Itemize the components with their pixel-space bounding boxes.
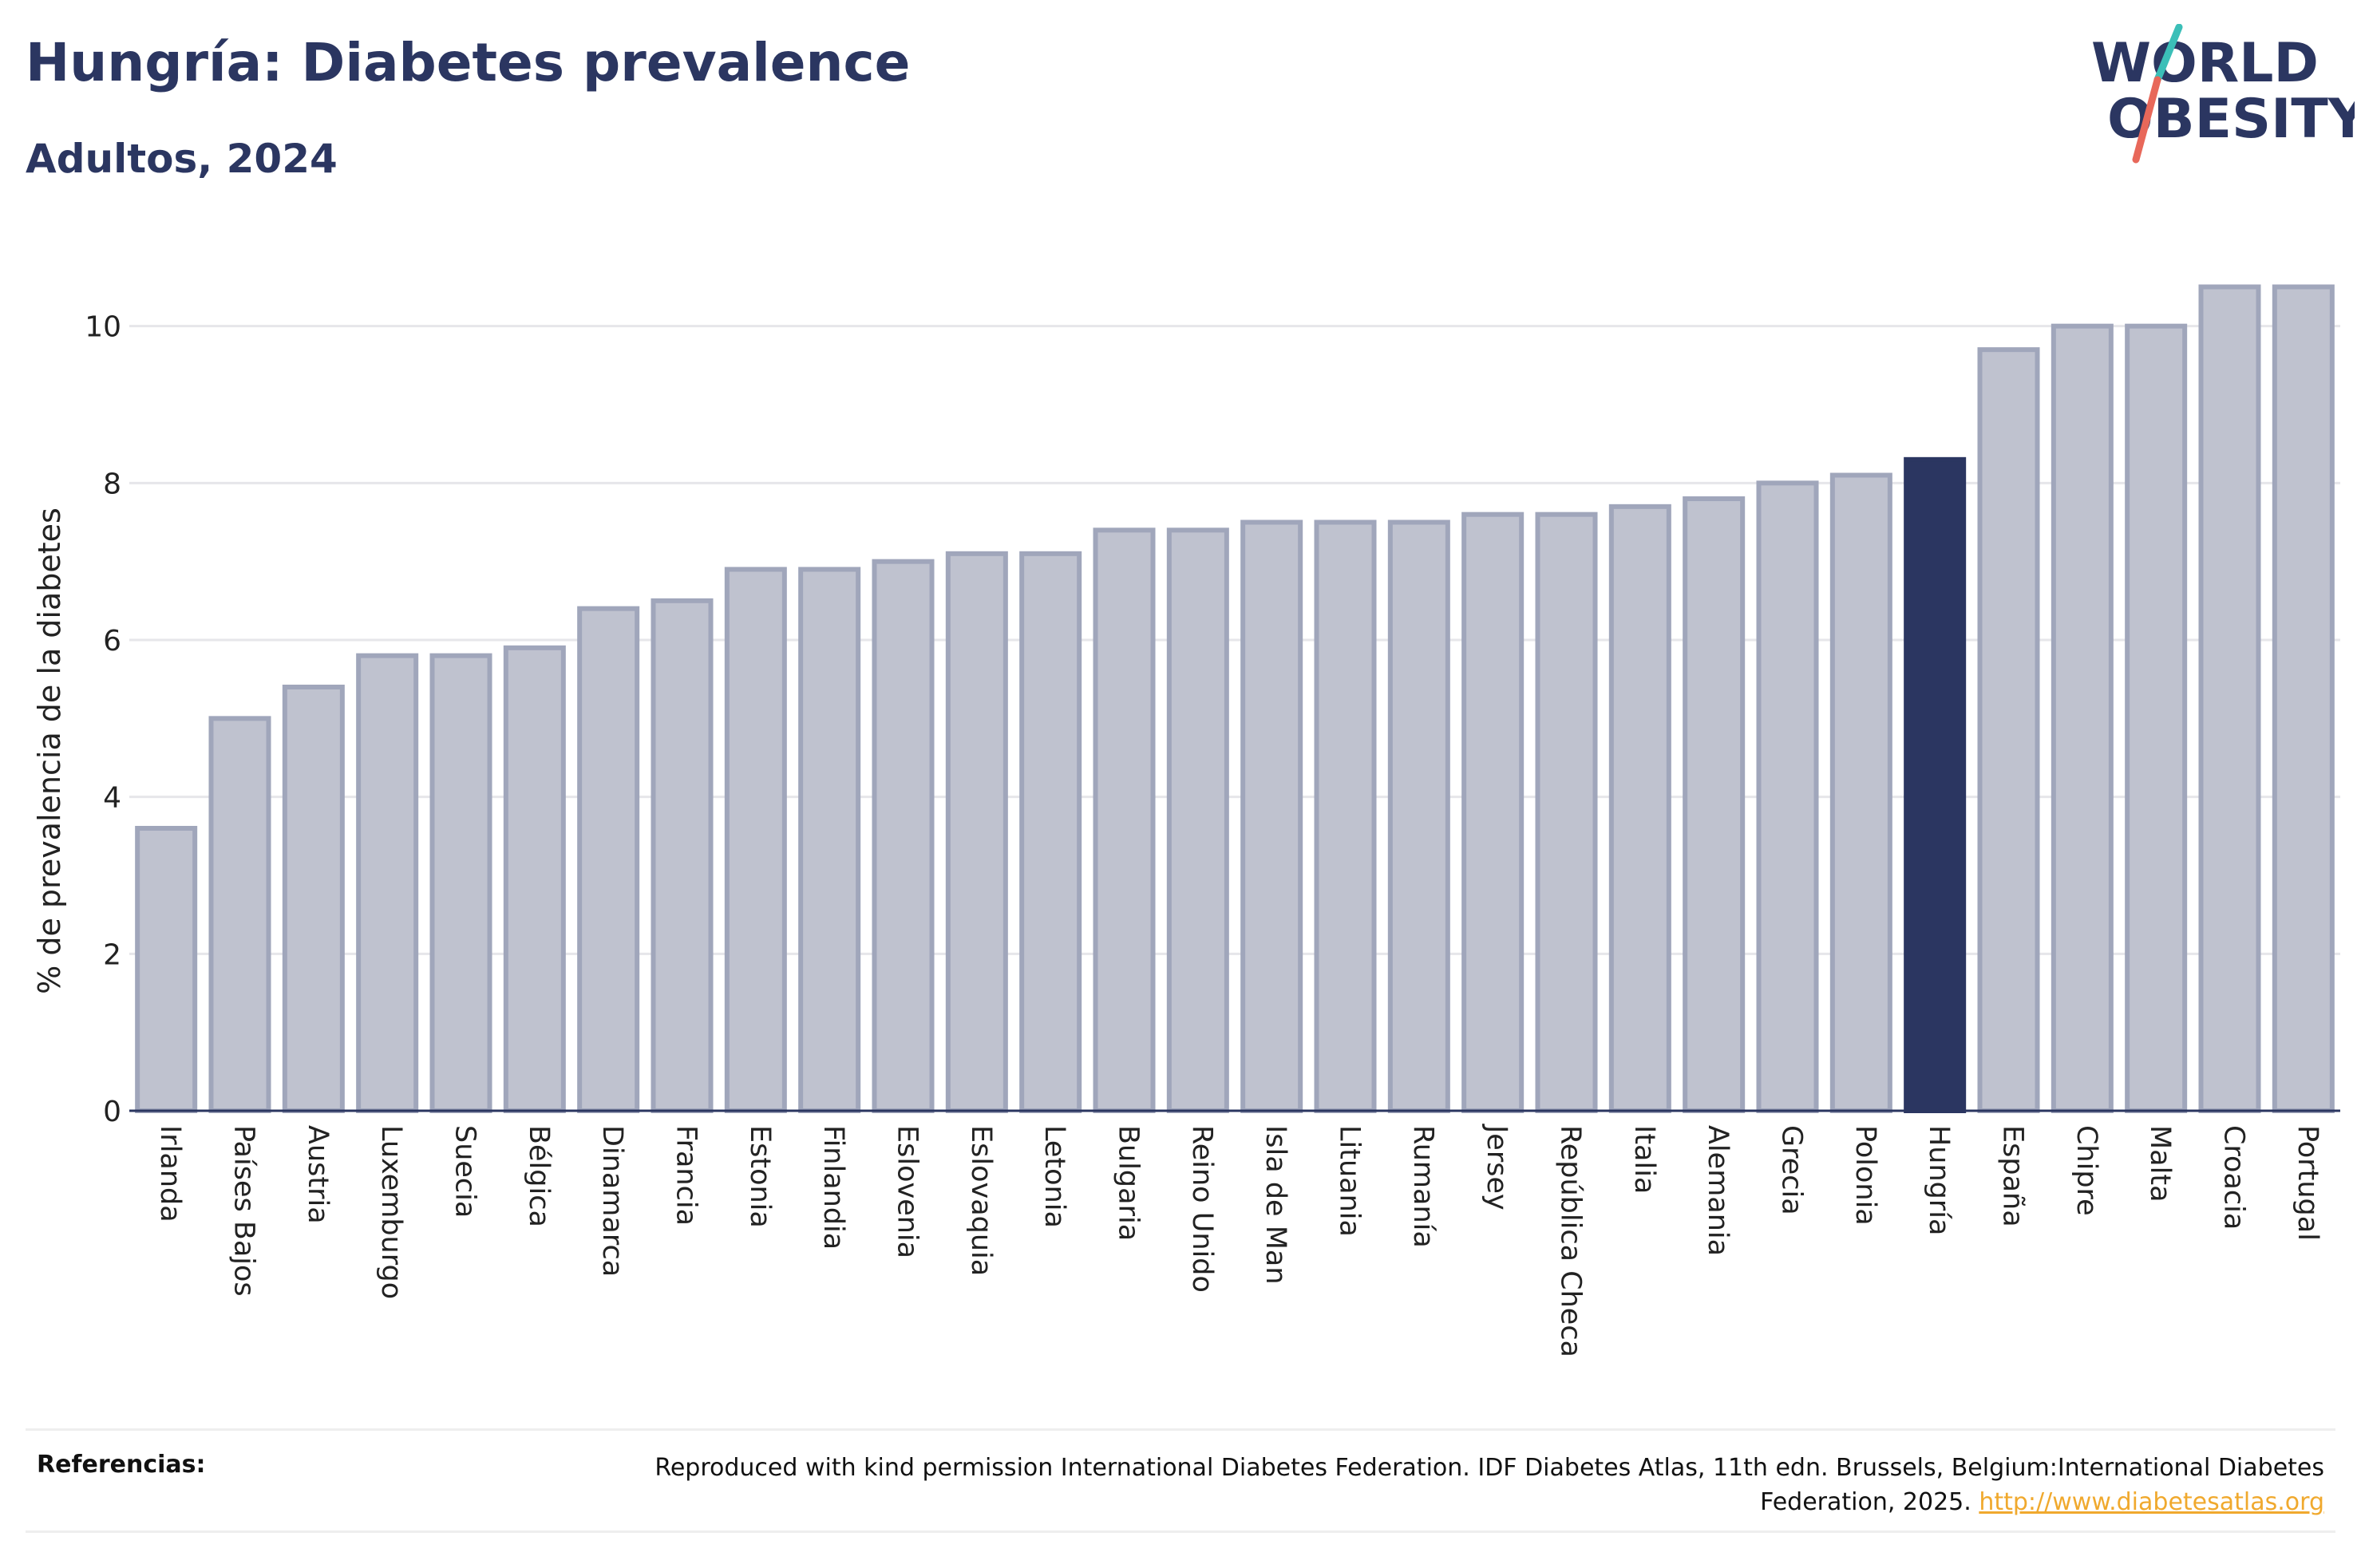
bar (1829, 472, 1892, 1113)
x-tick-label: Grecia (1776, 1125, 1808, 1215)
x-tick-label: Eslovenia (892, 1125, 923, 1258)
y-axis-ticks: 0 2 4 6 8 10 (85, 311, 121, 1128)
x-tick-label: Polonia (1849, 1125, 1881, 1226)
bar (2051, 323, 2114, 1113)
bar (798, 567, 861, 1113)
chart-subtitle: Adultos, 2024 (26, 136, 338, 182)
x-tick-label: Italia (1628, 1125, 1660, 1194)
bar (1166, 527, 1229, 1113)
chart-title: Hungría: Diabetes prevalence (26, 32, 911, 93)
logo-slash-top (2153, 24, 2183, 84)
bar (1019, 551, 1082, 1113)
references-box: Referencias: Reproduced with kind permis… (26, 1428, 2335, 1533)
x-tick-label: Irlanda (154, 1125, 186, 1222)
x-tick-label: Eslovaquia (965, 1125, 997, 1276)
bar (1608, 504, 1671, 1113)
x-tick-label: Isla de Man (1260, 1125, 1291, 1285)
bar (1977, 347, 2040, 1113)
grid-lines (129, 325, 2340, 955)
world-obesity-logo: WORLD OBESITY (2091, 24, 2355, 164)
bar (2125, 323, 2188, 1113)
x-axis-ticks: Irlanda Países Bajos Austria Luxemburgo Suec… (154, 1124, 2323, 1357)
bar-chart: 0 2 4 6 8 10 Irlanda Países Bajos Austria Luxemb… (32, 284, 2340, 1357)
bar (1314, 519, 1377, 1113)
bar (724, 567, 787, 1113)
bar (945, 551, 1008, 1113)
y-tick-label: 8 (103, 468, 121, 500)
y-tick-label: 2 (103, 938, 121, 971)
bar (1093, 527, 1156, 1113)
references-label: Referencias: (37, 1451, 206, 1479)
bar (577, 606, 640, 1113)
x-tick-label: Malta (2144, 1125, 2176, 1203)
bar (282, 685, 345, 1113)
x-tick-label: Lituania (1334, 1125, 1366, 1237)
x-tick-label: Países Bajos (228, 1125, 260, 1297)
bar (356, 653, 419, 1113)
x-tick-label: Luxemburgo (375, 1125, 407, 1299)
x-tick-label: Finlandia (817, 1125, 849, 1250)
x-tick-label: Francia (670, 1125, 702, 1226)
x-tick-label: Dinamarca (596, 1125, 628, 1277)
bar (503, 645, 566, 1113)
bar (1535, 511, 1598, 1113)
x-tick-label: República Checa (1555, 1125, 1587, 1357)
bar (208, 716, 271, 1113)
bar (1240, 519, 1303, 1113)
x-tick-label: Bulgaria (1113, 1125, 1145, 1241)
x-tick-label: Croacia (2218, 1125, 2250, 1230)
logo-slash-bottom (2132, 76, 2161, 164)
references-link[interactable]: http://www.diabetesatlas.org (1979, 1488, 2324, 1516)
y-tick-label: 4 (103, 782, 121, 815)
x-tick-label: Letonia (1038, 1125, 1070, 1228)
x-tick-label: Alemania (1702, 1125, 1734, 1256)
y-tick-label: 10 (85, 311, 121, 344)
bar (651, 598, 714, 1113)
x-tick-label: Portugal (2292, 1125, 2323, 1241)
x-tick-label: Estonia (744, 1125, 776, 1228)
bar-highlight (1904, 456, 1967, 1113)
bar (872, 559, 935, 1113)
x-tick-label: Reino Unido (1186, 1125, 1218, 1293)
x-tick-label: Jersey (1481, 1124, 1513, 1211)
x-tick-label: Suecia (449, 1125, 481, 1218)
y-axis-label: % de prevalencia de la diabetes (32, 508, 67, 994)
bar (1387, 519, 1450, 1113)
bar (1756, 480, 1819, 1113)
bar (2198, 284, 2261, 1113)
bar (429, 653, 492, 1113)
y-tick-label: 6 (103, 625, 121, 658)
y-tick-label: 0 (103, 1096, 121, 1128)
logo-text-world: WORLD (2091, 32, 2319, 95)
x-tick-label: Hungría (1923, 1125, 1955, 1235)
references-citation: Reproduced with kind permission Internat… (655, 1454, 2324, 1516)
x-tick-label: España (1997, 1125, 2029, 1227)
references-text: Reproduced with kind permission Internat… (648, 1451, 2324, 1519)
x-tick-label: Rumanía (1407, 1125, 1439, 1248)
x-tick-label: Austria (302, 1125, 334, 1224)
bar (135, 826, 198, 1113)
bar (2272, 284, 2335, 1113)
bars (135, 284, 2335, 1113)
bar (1461, 511, 1525, 1113)
x-tick-label: Bélgica (523, 1125, 555, 1227)
bar (1683, 496, 1746, 1113)
x-tick-label: Chipre (2070, 1125, 2102, 1216)
